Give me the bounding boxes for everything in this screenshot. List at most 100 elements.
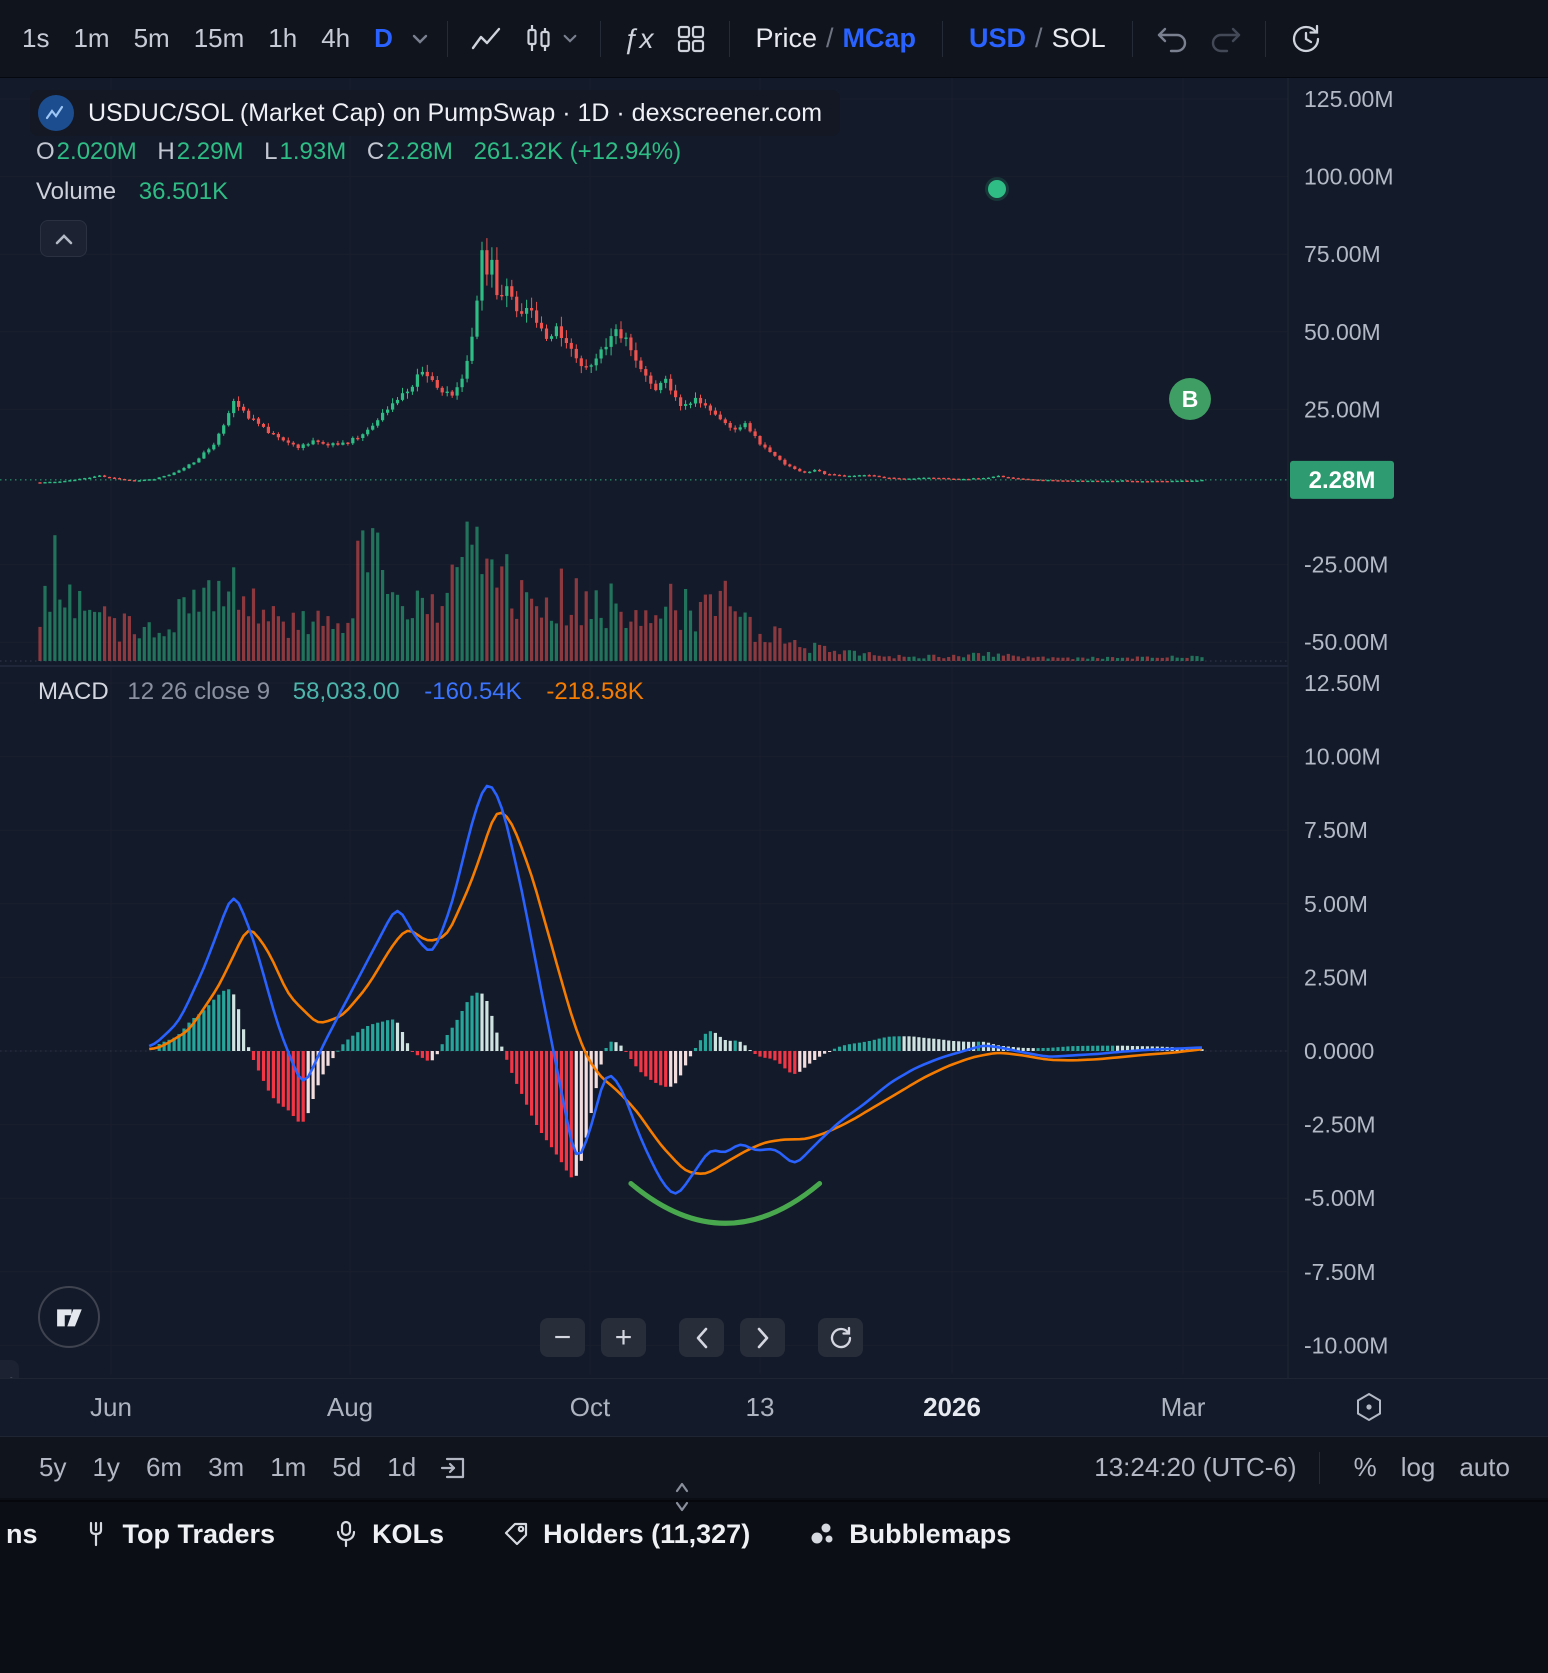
toggle-separator: / — [1035, 23, 1043, 53]
redo-button[interactable] — [1199, 18, 1253, 60]
price-macd-chart[interactable]: 125.00M 100.00M 75.00M 50.00M 25.00M -25.00M -… — [0, 78, 1548, 1378]
svg-text:-25.00M: -25.00M — [1304, 552, 1388, 578]
chevron-right-icon — [757, 1327, 768, 1348]
range-3m[interactable]: 3m — [195, 1446, 257, 1489]
timeframe-1h[interactable]: 1h — [256, 15, 309, 62]
range-1y[interactable]: 1y — [79, 1446, 132, 1489]
volume-series — [38, 521, 1204, 661]
svg-text:50.00M: 50.00M — [1304, 319, 1381, 345]
volume-label: Volume — [36, 178, 117, 205]
bubbles-icon — [811, 1523, 833, 1544]
low-label: L — [264, 138, 278, 165]
tab-label: KOLs — [372, 1518, 445, 1549]
timeframe-4h[interactable]: 4h — [309, 15, 362, 62]
go-to-date-icon — [441, 1457, 465, 1478]
close-value: 2.28M — [386, 138, 453, 165]
toolbar-divider — [1318, 1451, 1320, 1484]
timeframe-15m[interactable]: 15m — [182, 15, 257, 62]
fx-icon: ƒx — [622, 22, 655, 54]
tab-top-traders[interactable]: Top Traders — [82, 1518, 276, 1550]
toolbar-divider — [599, 20, 601, 57]
macd-hist-value: 58,033.00 — [292, 678, 400, 705]
chevron-up-icon — [55, 233, 72, 244]
tab-label: Top Traders — [122, 1518, 276, 1549]
chart-area[interactable]: 125.00M 100.00M 75.00M 50.00M 25.00M -25.00M -… — [0, 78, 1548, 1402]
time-axis-label: Mar — [1160, 1392, 1206, 1422]
ohlc-readout: O2.020M H2.29M L1.93M C2.28M 261.32K (+1… — [36, 138, 681, 166]
time-axis-label: 2026 — [923, 1392, 981, 1422]
line-chart-icon — [471, 27, 501, 49]
svg-text:B: B — [1182, 386, 1199, 412]
reset-view-button[interactable] — [818, 1318, 863, 1357]
macd-label: MACD — [38, 678, 109, 705]
toolbar-divider — [942, 20, 944, 57]
redo-icon — [1211, 27, 1240, 52]
arc-drawing — [628, 1181, 823, 1226]
range-6m[interactable]: 6m — [133, 1446, 195, 1489]
pane-resize-handle[interactable] — [670, 1480, 694, 1519]
svg-text:0.0000: 0.0000 — [1304, 1038, 1374, 1064]
layout-grid-icon — [677, 25, 704, 52]
pan-left-button[interactable] — [679, 1318, 724, 1357]
log-scale-button[interactable]: log — [1389, 1448, 1448, 1487]
undo-icon — [1157, 27, 1186, 52]
macd-signal-value: -218.58K — [546, 678, 644, 705]
timeframe-1d[interactable]: D — [362, 15, 405, 62]
tab-transactions-partial[interactable]: ns — [6, 1518, 38, 1549]
range-5d[interactable]: 5d — [319, 1446, 374, 1489]
timeframe-1s[interactable]: 1s — [10, 15, 61, 62]
candlestick-style-button[interactable] — [514, 16, 588, 62]
zoom-out-button[interactable]: − — [540, 1318, 585, 1357]
time-axis[interactable]: Jun Aug Oct 13 2026 Mar — [0, 1378, 1548, 1436]
timeframe-1m[interactable]: 1m — [61, 15, 121, 62]
live-status-dot — [988, 180, 1006, 198]
chart-title: USDUC/SOL (Market Cap) on PumpSwap · 1D … — [88, 98, 823, 127]
toolbar-divider — [446, 20, 448, 57]
indicators-button[interactable]: ƒx — [613, 17, 665, 61]
svg-text:10.00M: 10.00M — [1304, 744, 1381, 770]
usd-sol-toggle[interactable]: USD / SOL — [955, 23, 1120, 54]
time-axis-label: Aug — [326, 1392, 374, 1422]
pan-right-button[interactable] — [740, 1318, 785, 1357]
usd-label: USD — [969, 23, 1027, 53]
tab-bubblemaps[interactable]: Bubblemaps — [808, 1519, 1011, 1550]
macd-readout[interactable]: MACD 12 26 close 9 58,033.00 -160.54K -2… — [38, 678, 644, 706]
timeframe-chevron-down-icon[interactable] — [405, 33, 435, 45]
change-value: 261.32K (+12.94%) — [473, 138, 682, 165]
top-toolbar: 1s 1m 5m 15m 1h 4h D ƒx Price / MCap — [0, 0, 1548, 78]
svg-text:75.00M: 75.00M — [1304, 241, 1381, 267]
chart-legend[interactable]: USDUC/SOL (Market Cap) on PumpSwap · 1D … — [30, 90, 841, 136]
macd-line — [148, 784, 1203, 1195]
clock-utc[interactable]: 13:24:20 (UTC-6) — [1094, 1452, 1297, 1482]
go-to-date-button[interactable] — [429, 1447, 479, 1489]
tab-holders[interactable]: Holders (11,327) — [502, 1519, 750, 1550]
layout-grid-button[interactable] — [665, 17, 717, 61]
svg-text:7.50M: 7.50M — [1304, 817, 1368, 843]
auto-scale-button[interactable]: auto — [1447, 1448, 1522, 1487]
percent-scale-button[interactable]: % — [1342, 1448, 1389, 1487]
zoom-in-button[interactable]: + — [601, 1318, 646, 1357]
low-value: 1.93M — [279, 138, 347, 165]
open-label: O — [36, 138, 55, 165]
timeframe-5m[interactable]: 5m — [122, 15, 182, 62]
range-1m[interactable]: 1m — [257, 1446, 319, 1489]
range-1d[interactable]: 1d — [374, 1446, 429, 1489]
reset-icon — [830, 1326, 851, 1348]
resize-arrows-icon — [675, 1482, 689, 1512]
svg-text:125.00M: 125.00M — [1304, 86, 1394, 112]
tab-kols[interactable]: KOLs — [333, 1519, 444, 1550]
bar-replay-button[interactable] — [1278, 16, 1334, 62]
range-5y[interactable]: 5y — [26, 1446, 79, 1489]
microphone-icon — [336, 1520, 356, 1548]
tradingview-logo[interactable] — [38, 1286, 100, 1348]
chevron-left-icon — [696, 1327, 707, 1348]
svg-text:100.00M: 100.00M — [1304, 164, 1394, 190]
price-label: Price — [755, 23, 818, 53]
toggle-separator: / — [826, 23, 834, 53]
line-chart-style-button[interactable] — [460, 18, 514, 60]
undo-button[interactable] — [1145, 18, 1199, 60]
collapse-legend-button[interactable] — [40, 220, 87, 257]
scroll-to-realtime-button[interactable] — [1352, 1390, 1386, 1427]
price-mcap-toggle[interactable]: Price / MCap — [742, 23, 931, 54]
